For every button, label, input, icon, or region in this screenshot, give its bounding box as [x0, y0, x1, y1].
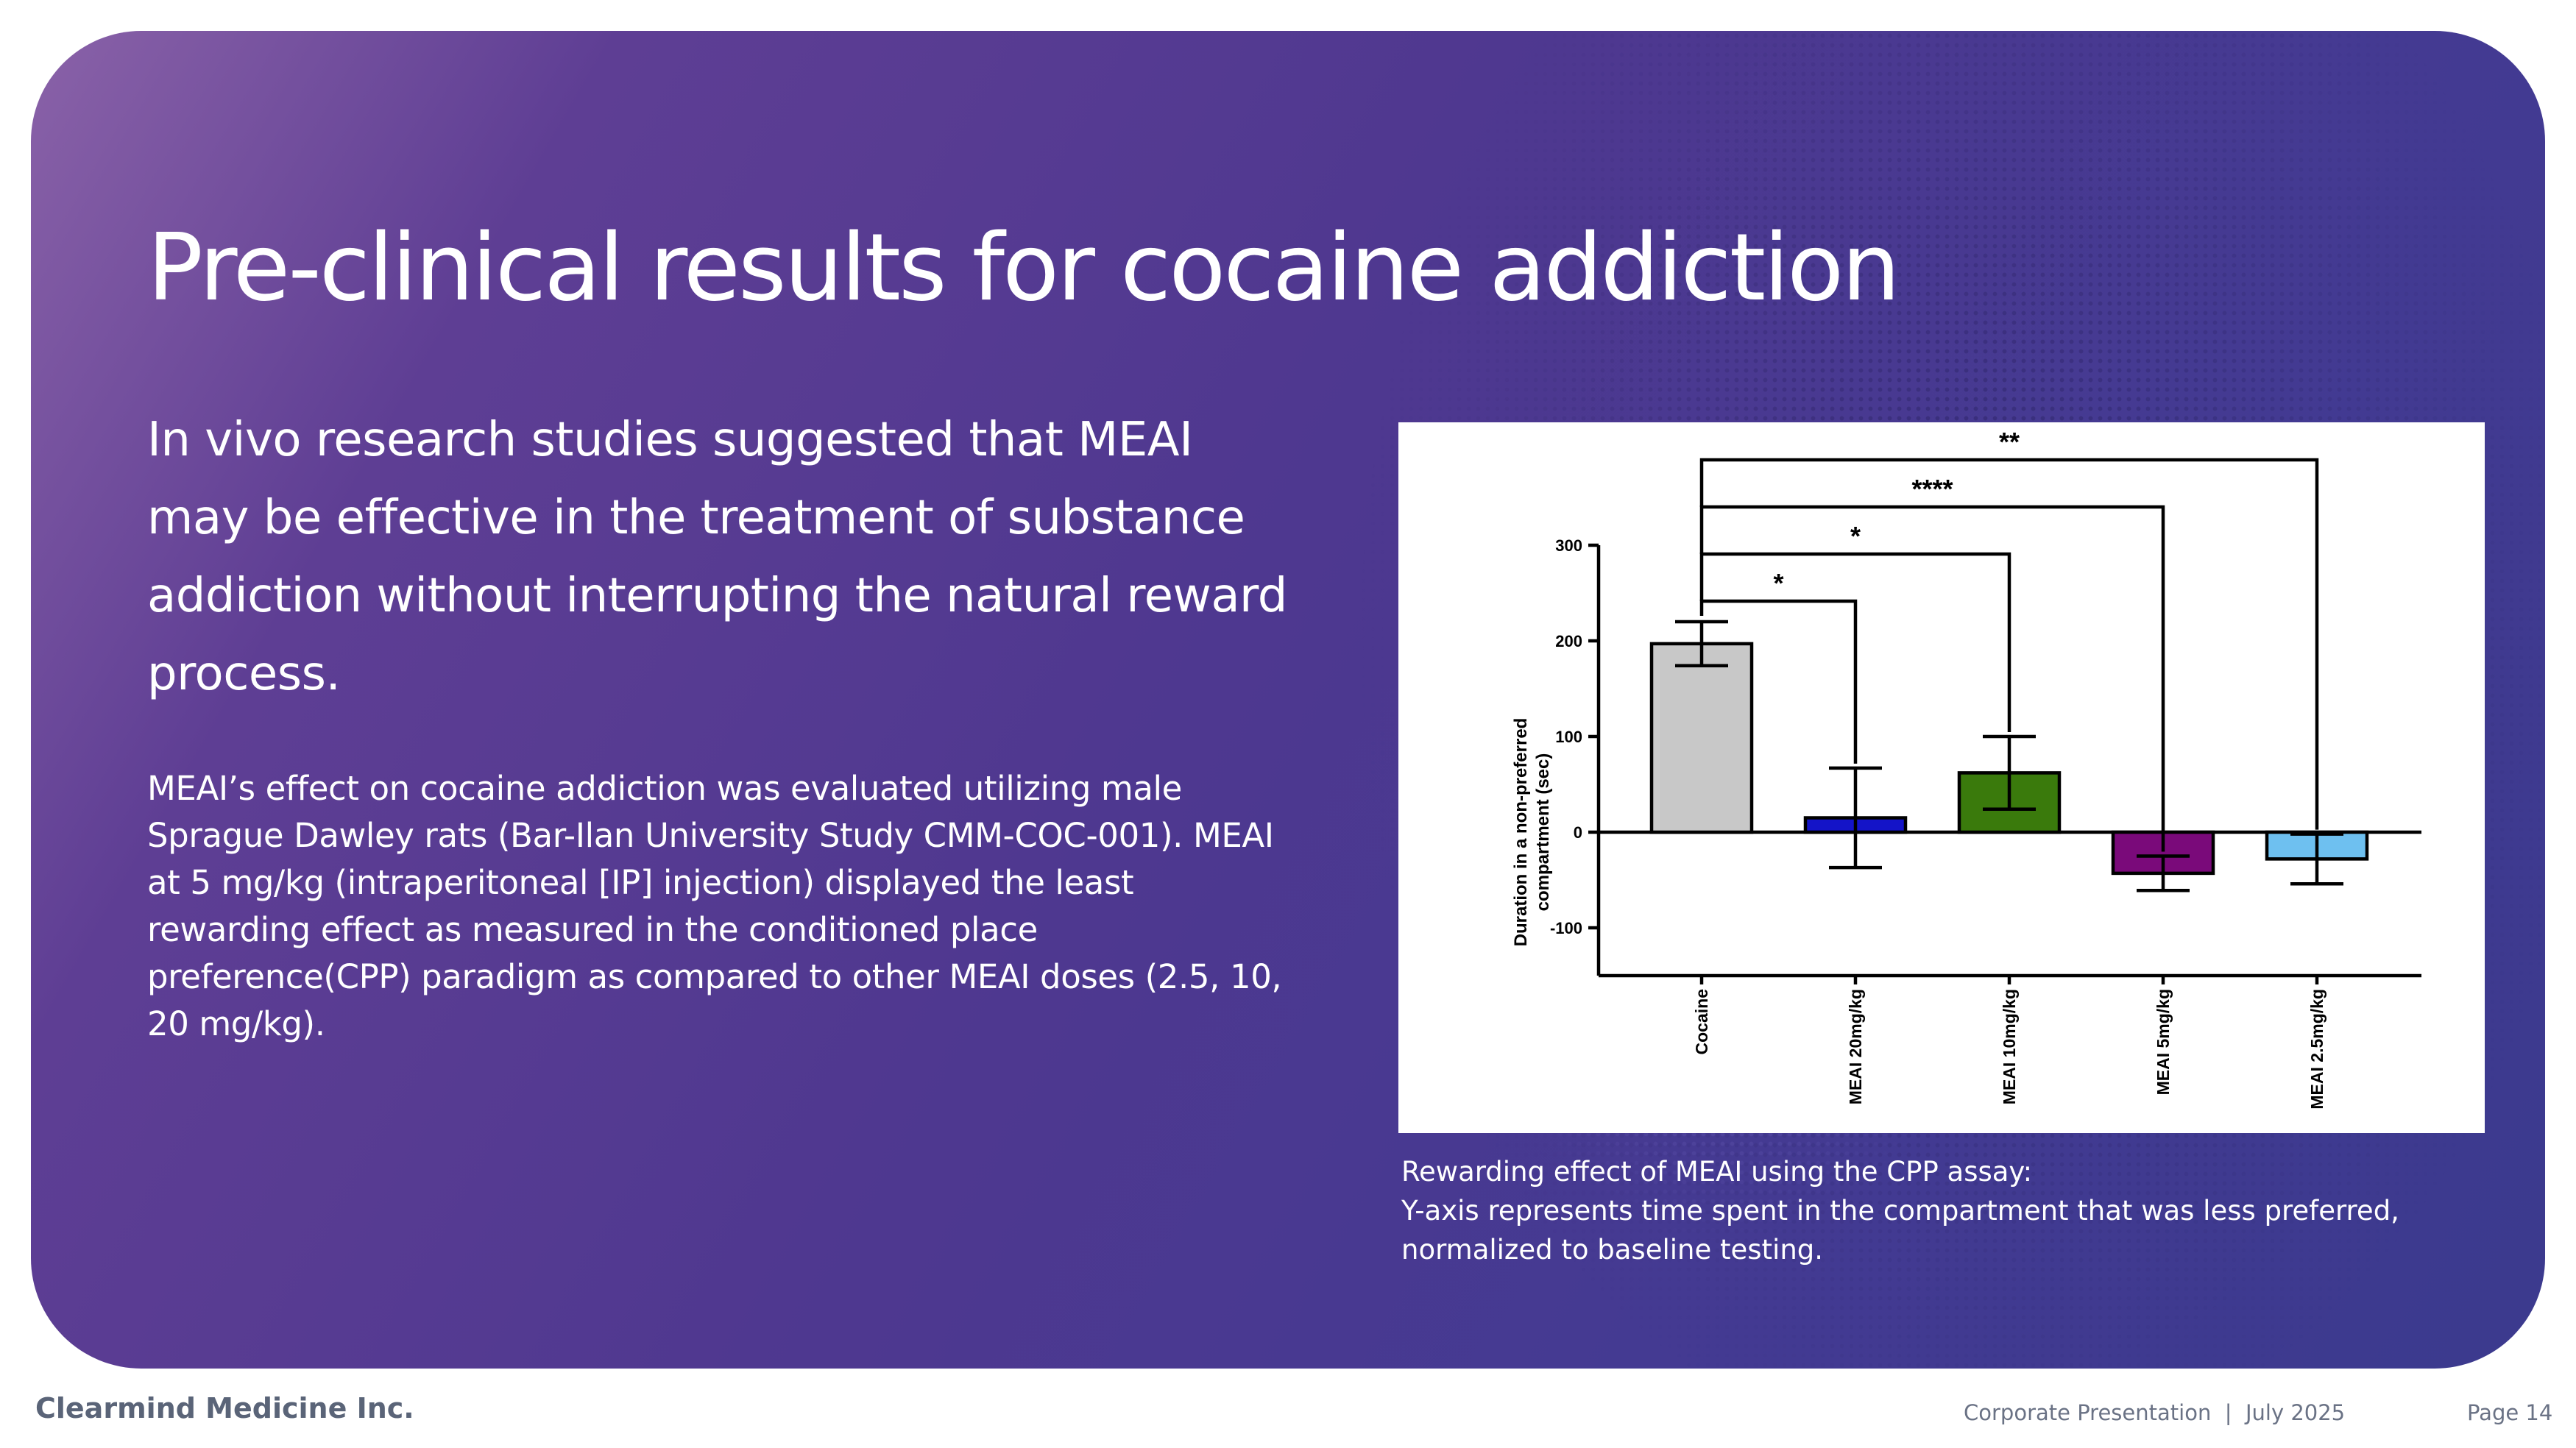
study-description: MEAI’s effect on cocaine addiction was e…: [147, 769, 1282, 1043]
lead-paragraph: In vivo research studies suggested that …: [147, 413, 1287, 701]
significance-bracket-0: [1699, 599, 1858, 764]
chart-caption: Rewarding effect of MEAI using the CPP a…: [1401, 1152, 2550, 1269]
caption-line-2: Y-axis represents time spent in the comp…: [1401, 1195, 2399, 1227]
chart-svg: -100 0 100 200 300 Duration in a non-preferre…: [1511, 427, 2421, 1110]
caption-line-1: Rewarding effect of MEAI using the CPP a…: [1401, 1156, 2033, 1188]
significance-bracket-3: [1699, 458, 2319, 830]
category-label-3: MEAI 5mg/kg: [2154, 989, 2173, 1095]
significance-bracket-2: [1699, 505, 2165, 852]
category-label-1: MEAI 20mg/kg: [1846, 989, 1865, 1104]
y-tick-label: 0: [1574, 823, 1582, 842]
significance-label-3: **: [1999, 427, 2020, 457]
footer-page-number: Page 14: [2467, 1400, 2553, 1425]
caption-line-3: normalized to baseline testing.: [1401, 1234, 1824, 1266]
cpp-bar-chart: -100 0 100 200 300 Duration in a non-preferre…: [1398, 422, 2485, 1133]
y-tick-label: 100: [1555, 728, 1582, 746]
y-tick-label: -100: [1550, 919, 1582, 937]
y-tick-label: 300: [1555, 536, 1582, 555]
category-label-2: MEAI 10mg/kg: [2000, 989, 2019, 1104]
significance-bracket-1: [1699, 552, 2011, 732]
footer-document-info: Corporate Presentation | July 2025: [1964, 1400, 2346, 1425]
category-label-4: MEAI 2.5mg/kg: [2307, 989, 2326, 1110]
y-tick-label: 200: [1555, 632, 1582, 650]
significance-label-1: *: [1850, 521, 1861, 551]
category-label-0: Cocaine: [1692, 989, 1711, 1054]
footer-company-name: Clearmind Medicine Inc.: [35, 1392, 414, 1424]
slide-title: Pre-clinical results for cocaine addicti…: [147, 213, 1900, 322]
significance-label-0: *: [1773, 568, 1783, 598]
significance-label-2: ****: [1911, 474, 1953, 504]
bar-0: [1649, 642, 1754, 834]
y-axis-label: Duration in a non-preferred compartment (…: [1511, 718, 1553, 947]
